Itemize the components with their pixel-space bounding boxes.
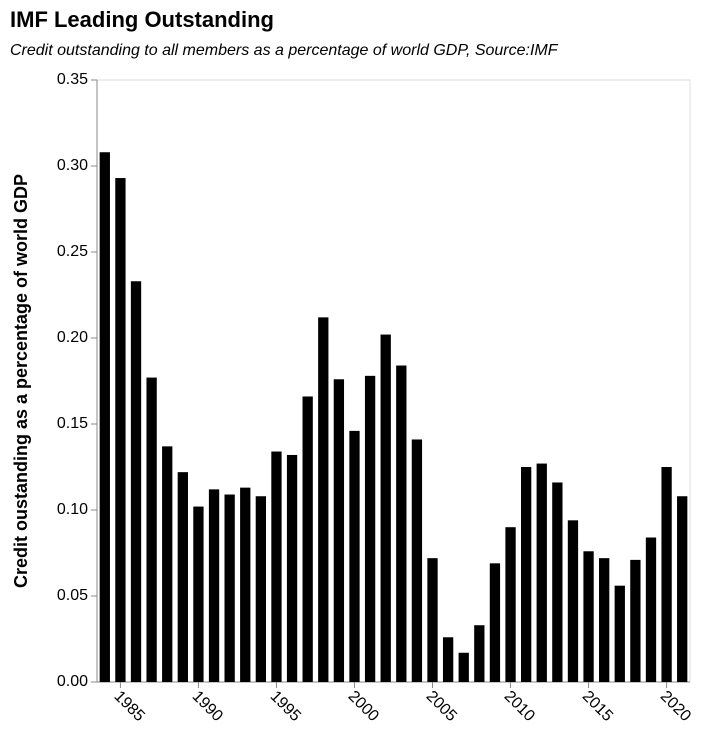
y-tick-label: 0.25 [57,243,88,260]
y-tick-label: 0.30 [57,157,88,174]
bar [302,396,313,682]
bar [255,496,267,682]
y-tick-label: 0.15 [57,415,88,432]
bar [614,585,625,682]
bar [411,439,423,682]
bar [224,494,235,682]
y-tick-label: 0.05 [57,587,88,604]
bar [240,487,251,682]
chart-title: IMF Leading Outstanding [10,7,274,32]
bar [130,281,142,682]
chart-subtitle: Credit outstanding to all members as a p… [10,42,559,59]
x-tick-label: 1995 [267,688,304,725]
x-tick-label: 2010 [501,688,538,725]
bar [318,317,329,682]
x-tick-label: 2015 [579,688,616,725]
x-tick-label: 2005 [423,688,460,725]
bar [442,637,454,682]
bar [162,446,173,682]
bar [645,537,657,682]
bar [364,375,376,682]
bar [552,482,563,682]
bar [396,365,407,682]
bar [520,467,532,682]
bar [99,152,110,683]
bar [583,551,594,682]
bar [630,559,641,682]
bar [427,558,438,682]
bar [146,377,157,682]
bar [536,463,547,682]
bar [505,527,516,682]
bar [271,451,282,682]
bar [115,178,126,683]
bar [677,496,688,682]
bar [661,467,672,682]
y-tick-label: 0.35 [57,71,88,88]
bar [458,652,469,682]
bar [177,472,188,682]
x-tick-label: 1985 [111,688,148,725]
y-axis-title: Credit oustanding as a percentage of wor… [11,174,31,588]
bar [567,520,579,682]
y-tick-label: 0.10 [57,501,88,518]
x-tick-label: 2020 [657,688,694,725]
bar [349,430,360,682]
bar [380,334,391,682]
bar [193,506,204,682]
y-tick-label: 0.00 [57,673,88,690]
bar [474,625,485,682]
x-tick-label: 2000 [345,688,382,725]
bar [208,489,220,682]
bar [333,379,345,682]
bar [489,563,501,682]
bar [599,558,610,682]
x-tick-label: 1990 [189,688,226,725]
bar [286,454,298,682]
y-tick-label: 0.20 [57,329,88,346]
